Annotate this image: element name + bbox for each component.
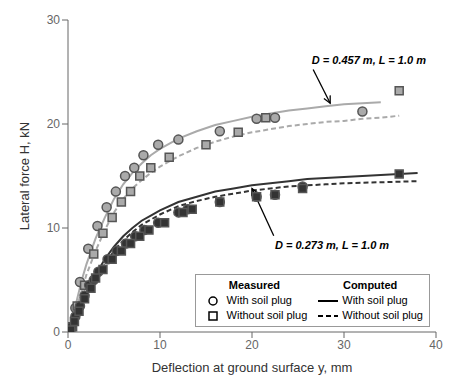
svg-text:20: 20 xyxy=(47,117,61,131)
html-text:Computed: Computed xyxy=(342,279,398,291)
svg-text:D = 0.457 m, L = 1.0 m: D = 0.457 m, L = 1.0 m xyxy=(312,54,426,66)
svg-text:30: 30 xyxy=(47,13,61,27)
svg-text:20: 20 xyxy=(245,338,259,352)
svg-text:D = 0.273 m, L = 1.0 m: D = 0.273 m, L = 1.0 m xyxy=(275,239,389,251)
svg-text:Lateral force H, kN: Lateral force H, kN xyxy=(17,122,32,230)
html-text:With soil plug: With soil plug xyxy=(342,294,408,306)
svg-text:10: 10 xyxy=(153,338,167,352)
html-text:Measured: Measured xyxy=(228,279,281,291)
svg-text:30: 30 xyxy=(337,338,351,352)
svg-text:40: 40 xyxy=(429,338,443,352)
svg-text:Deflection at ground surface y: Deflection at ground surface y, mm xyxy=(152,360,353,375)
svg-text:0: 0 xyxy=(53,325,60,339)
svg-text:10: 10 xyxy=(47,221,61,235)
html-text:Without soil plug: Without soil plug xyxy=(342,309,423,321)
html-text:With soil plug: With soil plug xyxy=(226,294,292,306)
html-text:Without soil plug: Without soil plug xyxy=(226,309,308,321)
svg-text:0: 0 xyxy=(65,338,72,352)
